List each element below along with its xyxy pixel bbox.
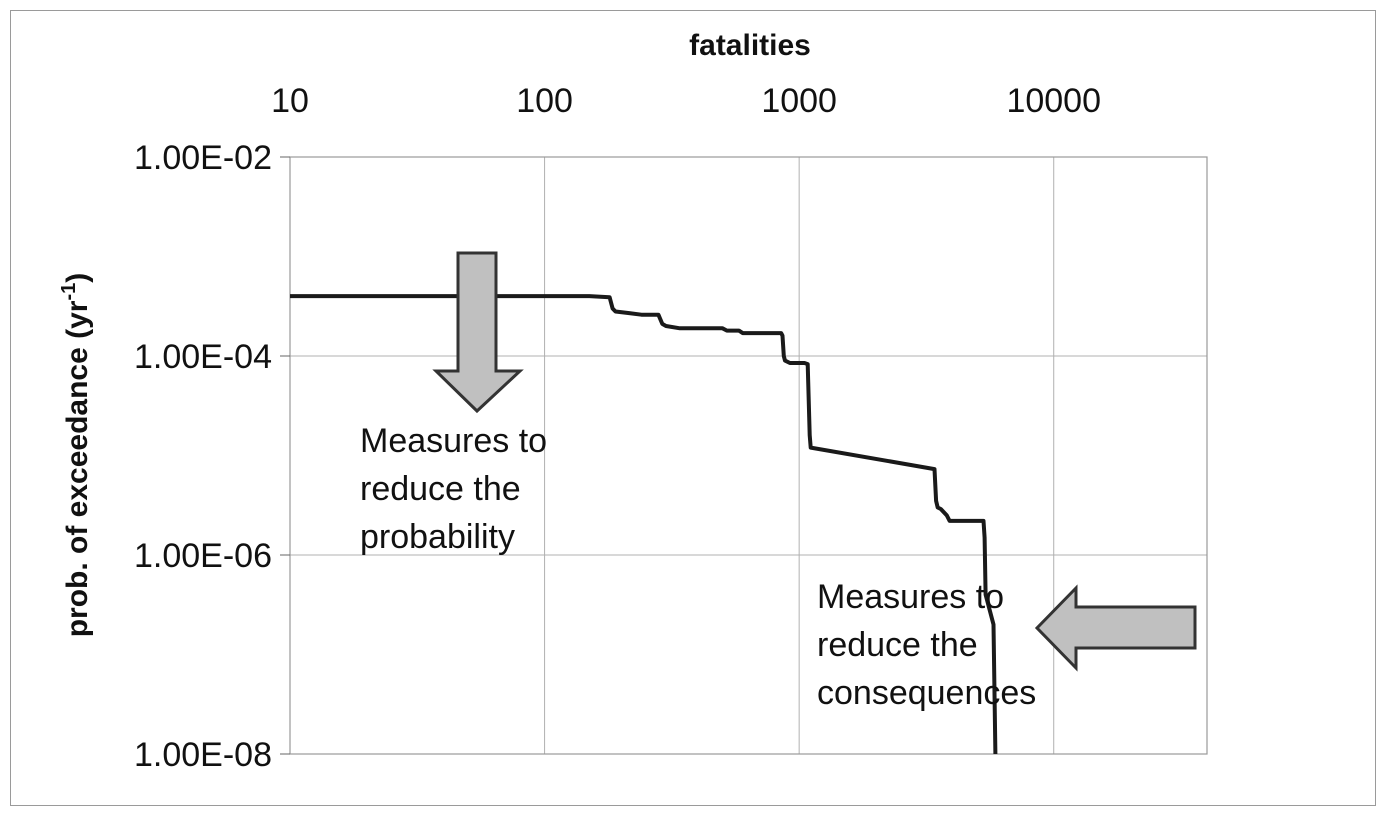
annotation-line: Measures to (360, 422, 547, 460)
left-arrow-icon (1034, 584, 1197, 672)
x-tick-label: 10000 (1006, 82, 1101, 120)
annotation-line: reduce the (817, 626, 978, 664)
y-tick-label: 1.00E-08 (134, 736, 272, 774)
series-line (290, 294, 998, 755)
annotation-line: consequences (817, 674, 1036, 712)
plot-area (289, 156, 1208, 755)
y-axis-title-main: prob. of exceedance (yr (61, 300, 94, 637)
y-tick-label: 1.00E-04 (134, 338, 272, 376)
annotation-line: probability (360, 518, 515, 556)
down-arrow-icon (432, 251, 524, 414)
y-axis-title-end: ) (61, 273, 94, 283)
arrows (432, 251, 1197, 672)
y-axis-title-sup: -1 (58, 283, 80, 301)
y-tick-label: 1.00E-02 (134, 139, 272, 177)
annotations: Measures to reduce the probability Measures… (360, 422, 1036, 712)
chart-frame (10, 10, 1376, 806)
x-tick-label: 1000 (761, 82, 837, 120)
y-tick-label: 1.00E-06 (134, 537, 272, 575)
annotation-line: Measures to (817, 578, 1004, 616)
series (290, 294, 998, 755)
plot-border (289, 156, 1208, 755)
y-axis-title: prob. of exceedance (yr-1) (58, 273, 94, 638)
x-tick-label: 100 (516, 82, 573, 120)
x-axis-ticks: 10 100 1000 10000 (271, 82, 1101, 120)
x-axis-title: fatalities (689, 29, 811, 62)
y-axis-ticks: 1.00E-02 1.00E-04 1.00E-06 1.00E-08 (134, 139, 290, 774)
annotation-line: reduce the (360, 470, 521, 508)
x-tick-label: 10 (271, 82, 309, 120)
